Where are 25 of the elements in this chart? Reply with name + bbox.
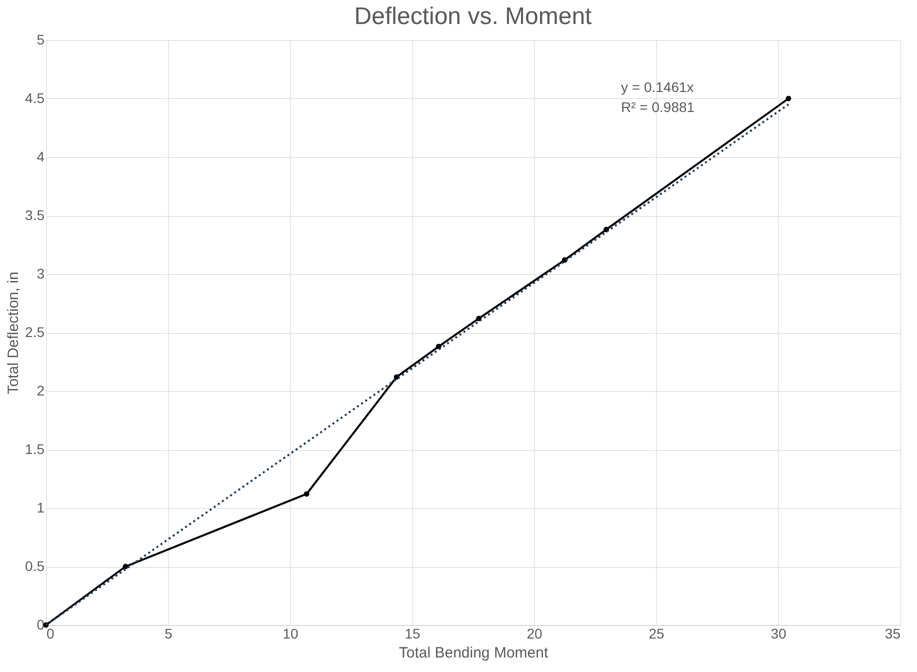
y-tick-label: 2 [36,382,45,398]
x-tick-label: 35 [884,626,901,642]
point [786,96,792,102]
x-tick-label: 5 [164,626,173,642]
y-axis-title: Total Deflection, in [5,272,22,394]
x-tick-label: 30 [770,626,786,642]
y-tick-label: 4.5 [25,90,45,106]
y-tick-label: 1.5 [25,441,45,457]
point [122,564,128,570]
y-tick-label: 3 [36,266,45,282]
x-tick-label: 20 [526,626,542,642]
annotation: R² = 0.9881 [621,99,695,115]
y-tick-label: 4 [36,148,45,164]
point [304,491,310,497]
annotation: y = 0.1461x [621,79,694,95]
y-tick-label: 2.5 [25,324,45,340]
x-tick-label: 10 [282,626,298,642]
x-tick-label: 25 [648,626,664,642]
y-tick-label: 5 [36,32,45,48]
y-tick-label: 1 [36,500,45,516]
chart-title: Deflection vs. Moment [354,3,592,30]
y-tick-label: 3.5 [25,207,45,223]
x-axis-title: Total Bending Moment [398,644,549,662]
x-tick-label: 15 [404,626,420,642]
y-tick-label: 0.5 [25,558,45,574]
